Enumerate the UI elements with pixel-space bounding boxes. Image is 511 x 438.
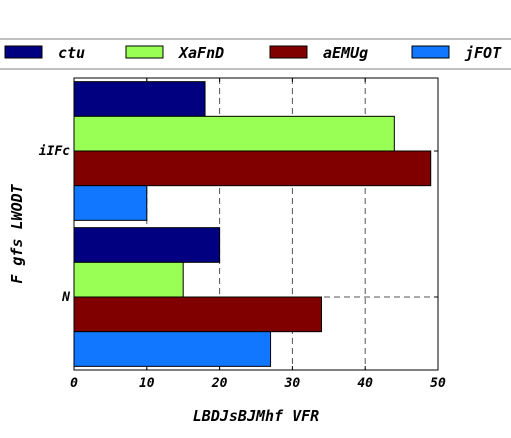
x-tick-label: 40 [357, 376, 373, 391]
y-tick-label: N [61, 290, 70, 305]
legend-swatch [125, 45, 164, 59]
y-axis-ticks: iIFc N [39, 144, 438, 305]
legend: ctu XaFnD aEMUg jFOT [0, 38, 511, 70]
legend-swatch [411, 45, 450, 59]
bar [73, 296, 323, 333]
x-axis-label: LBDJsBJMhf VFR [193, 407, 319, 425]
bar [73, 115, 395, 152]
bar [73, 150, 432, 187]
x-tick-label: 30 [284, 376, 301, 391]
legend-swatch [4, 45, 43, 59]
plot-frame [73, 77, 439, 371]
legend-label: XaFnD [177, 44, 224, 62]
legend-label: aEMUg [323, 44, 368, 62]
legend-label: ctu [58, 44, 85, 62]
plot-area: 0 10 20 30 40 50 iIFc N [39, 77, 446, 391]
x-tick-label: 20 [211, 376, 228, 391]
bar [73, 331, 272, 367]
x-axis-ticks: 0 10 20 30 40 50 [70, 78, 446, 391]
y-axis-label: F gfs LWODT [8, 183, 26, 283]
legend-swatch [269, 45, 308, 59]
x-tick-label: 0 [70, 376, 78, 391]
x-tick-label: 10 [139, 376, 155, 391]
x-tick-label: 50 [430, 376, 446, 391]
bar [73, 261, 184, 298]
bar [73, 81, 206, 117]
legend-label: jFOT [464, 44, 502, 62]
bar [73, 227, 221, 263]
bar [73, 185, 148, 221]
bars [73, 81, 432, 367]
y-tick-label: iIFc [39, 144, 70, 159]
